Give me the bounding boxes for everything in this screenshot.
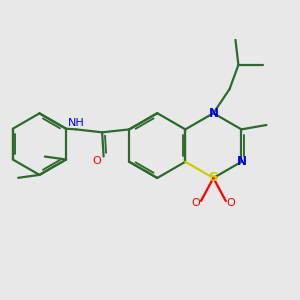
Text: O: O [227,198,236,208]
Text: O: O [93,156,101,166]
Text: N: N [236,155,246,168]
Text: S: S [208,172,218,184]
Text: NH: NH [68,118,85,128]
Text: N: N [208,107,218,120]
Text: O: O [191,198,200,208]
